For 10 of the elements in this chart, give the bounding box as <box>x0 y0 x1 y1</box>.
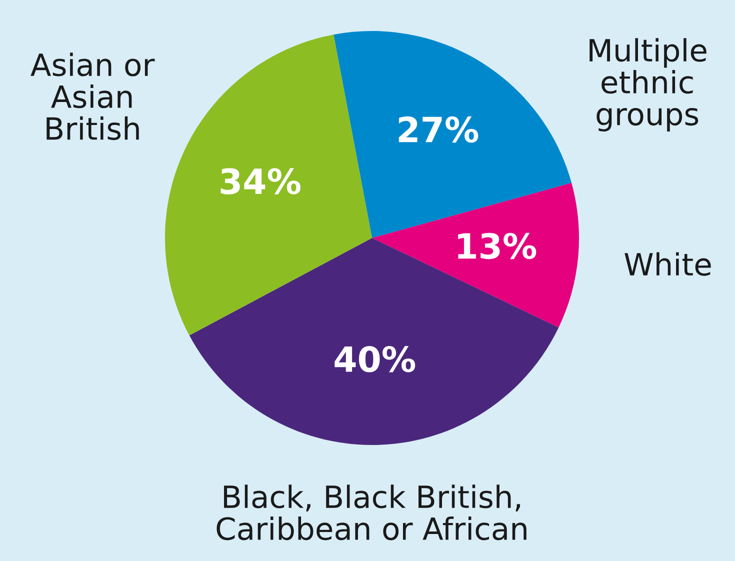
data-label: 40% <box>334 346 416 372</box>
slice-label: Multiple ethnic groups <box>590 38 706 132</box>
pie-slice <box>372 182 579 328</box>
slice-label: White <box>624 252 711 276</box>
data-label: 13% <box>458 232 536 260</box>
slice-label: Asian or Asian British <box>30 52 155 140</box>
pie-slice <box>165 34 372 336</box>
data-label: 27% <box>398 116 478 143</box>
data-label: 34% <box>220 168 300 194</box>
slice-label: Black, Black British, Caribbean or African <box>216 484 526 540</box>
